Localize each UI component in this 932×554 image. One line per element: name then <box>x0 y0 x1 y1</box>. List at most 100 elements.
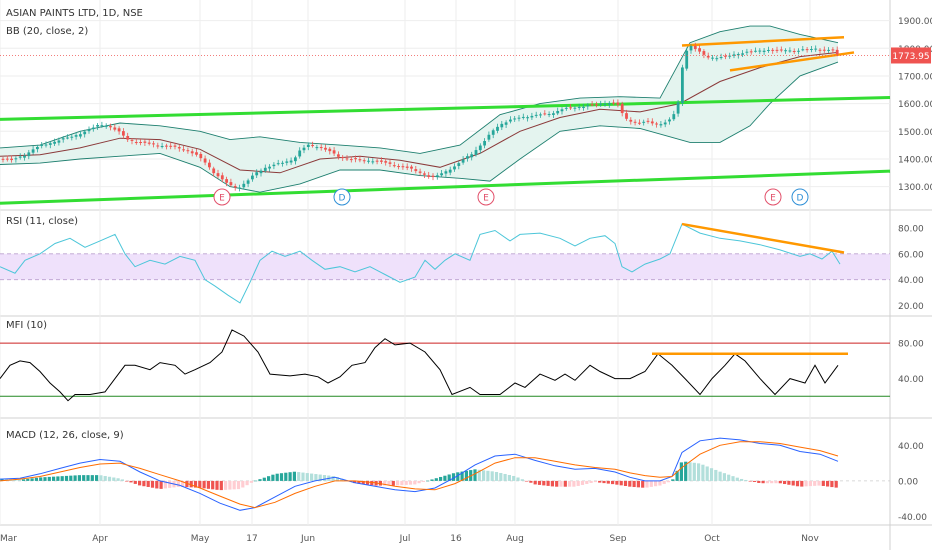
candle-body <box>242 183 246 188</box>
candle-body <box>259 170 263 174</box>
macd-histogram-bar <box>13 479 17 481</box>
time-axis-label: Nov <box>801 534 819 544</box>
macd-histogram-bar <box>95 475 99 481</box>
candle-body <box>650 121 654 124</box>
macd-histogram-bar <box>361 480 365 485</box>
macd-histogram-bar <box>254 480 258 482</box>
candle-body <box>814 48 818 50</box>
macd-histogram-bar <box>529 480 533 483</box>
macd-histogram-bar <box>675 470 679 481</box>
candle-body <box>702 51 706 55</box>
candle-body <box>771 49 775 51</box>
candle-body <box>590 104 594 106</box>
candle-body <box>401 166 405 168</box>
macd-histogram-bar <box>752 480 757 482</box>
macd-histogram-bar <box>770 480 774 484</box>
macd-histogram-bar <box>155 480 159 489</box>
time-axis-label: Jul <box>399 534 411 544</box>
macd-histogram-bar <box>125 480 129 482</box>
candle-body <box>100 125 104 127</box>
candle-body <box>225 179 228 183</box>
candle-body <box>23 155 26 158</box>
macd-histogram-bar <box>430 479 434 481</box>
candle-body <box>14 158 18 160</box>
price-tick-label: 1400.00 <box>898 155 932 165</box>
candle-body <box>311 145 314 147</box>
candle-body <box>268 166 271 169</box>
macd-histogram-bar <box>585 480 589 484</box>
last-price-label: 1773.95 <box>892 52 929 62</box>
macd-histogram-bar <box>288 472 292 481</box>
candle-body <box>638 122 641 124</box>
rsi-line <box>0 223 841 304</box>
candle-body <box>276 163 280 165</box>
macd-histogram-bar <box>499 472 503 481</box>
candle-body <box>375 160 379 162</box>
candle-body <box>173 145 177 147</box>
candle-body <box>711 57 714 59</box>
macd-histogram-bar <box>787 480 791 485</box>
time-axis-label: 17 <box>246 534 257 544</box>
candle-body <box>668 119 671 122</box>
macd-histogram-bar <box>559 480 563 487</box>
macd-histogram-bar <box>735 477 739 481</box>
candle-body <box>788 50 792 52</box>
macd-histogram-bar <box>30 478 34 481</box>
candle-body <box>754 50 757 52</box>
macd-histogram-bar <box>546 480 550 486</box>
candle-body <box>496 126 499 131</box>
macd-histogram-bar <box>658 480 662 486</box>
macd-histogram-bar <box>284 472 288 481</box>
candle-body <box>289 160 293 163</box>
candle-body <box>620 103 624 114</box>
macd-histogram-bar <box>718 471 722 481</box>
candle-body <box>384 161 388 163</box>
macd-histogram-bar <box>451 473 456 481</box>
macd-histogram-bar <box>447 474 451 481</box>
candle-body <box>577 106 581 108</box>
macd-histogram-bar <box>17 479 21 481</box>
macd-histogram-bar <box>181 480 185 487</box>
candle-body <box>388 162 392 164</box>
macd-histogram-bar <box>387 480 391 486</box>
macd-histogram-bar <box>404 480 408 485</box>
time-axis-label: Oct <box>704 534 720 544</box>
price-trendline-green <box>0 169 891 205</box>
macd-histogram-bar <box>662 480 666 484</box>
candle-body <box>453 166 456 170</box>
macd-histogram-bar <box>219 480 223 491</box>
candle-body <box>595 104 598 106</box>
candle-body <box>655 123 658 125</box>
macd-histogram-bar <box>645 480 649 488</box>
candle-body <box>367 160 370 162</box>
symbol-title: ASIAN PAINTS LTD, 1D, NSE <box>6 8 143 19</box>
macd-histogram-bar <box>580 480 585 485</box>
candle-body <box>724 55 727 57</box>
mfi-tick-label: 80.00 <box>898 340 924 350</box>
macd-histogram-bar <box>322 475 327 481</box>
macd-histogram-bar <box>821 480 825 486</box>
macd-histogram-bar <box>176 480 180 487</box>
candle-body <box>736 53 740 56</box>
macd-histogram-bar <box>241 480 245 488</box>
candle-body <box>405 166 409 168</box>
macd-histogram-bar <box>555 480 559 487</box>
macd-histogram-bar <box>434 478 438 481</box>
macd-histogram-bar <box>236 480 241 490</box>
rsi-tick-label: 20.00 <box>898 302 924 312</box>
macd-histogram-bar <box>258 479 262 481</box>
macd-histogram-bar <box>64 475 69 481</box>
candle-body <box>440 173 443 176</box>
candle-body <box>612 102 615 104</box>
macd-histogram-bar <box>615 480 619 485</box>
candle-body <box>663 122 667 125</box>
candle-body <box>410 166 413 169</box>
macd-histogram-bar <box>370 480 374 486</box>
candle-body <box>31 149 35 153</box>
macd-histogram-bar <box>606 480 610 484</box>
macd-histogram-bar <box>602 480 606 484</box>
dividend-marker <box>333 188 351 206</box>
macd-histogram-bar <box>198 480 202 488</box>
